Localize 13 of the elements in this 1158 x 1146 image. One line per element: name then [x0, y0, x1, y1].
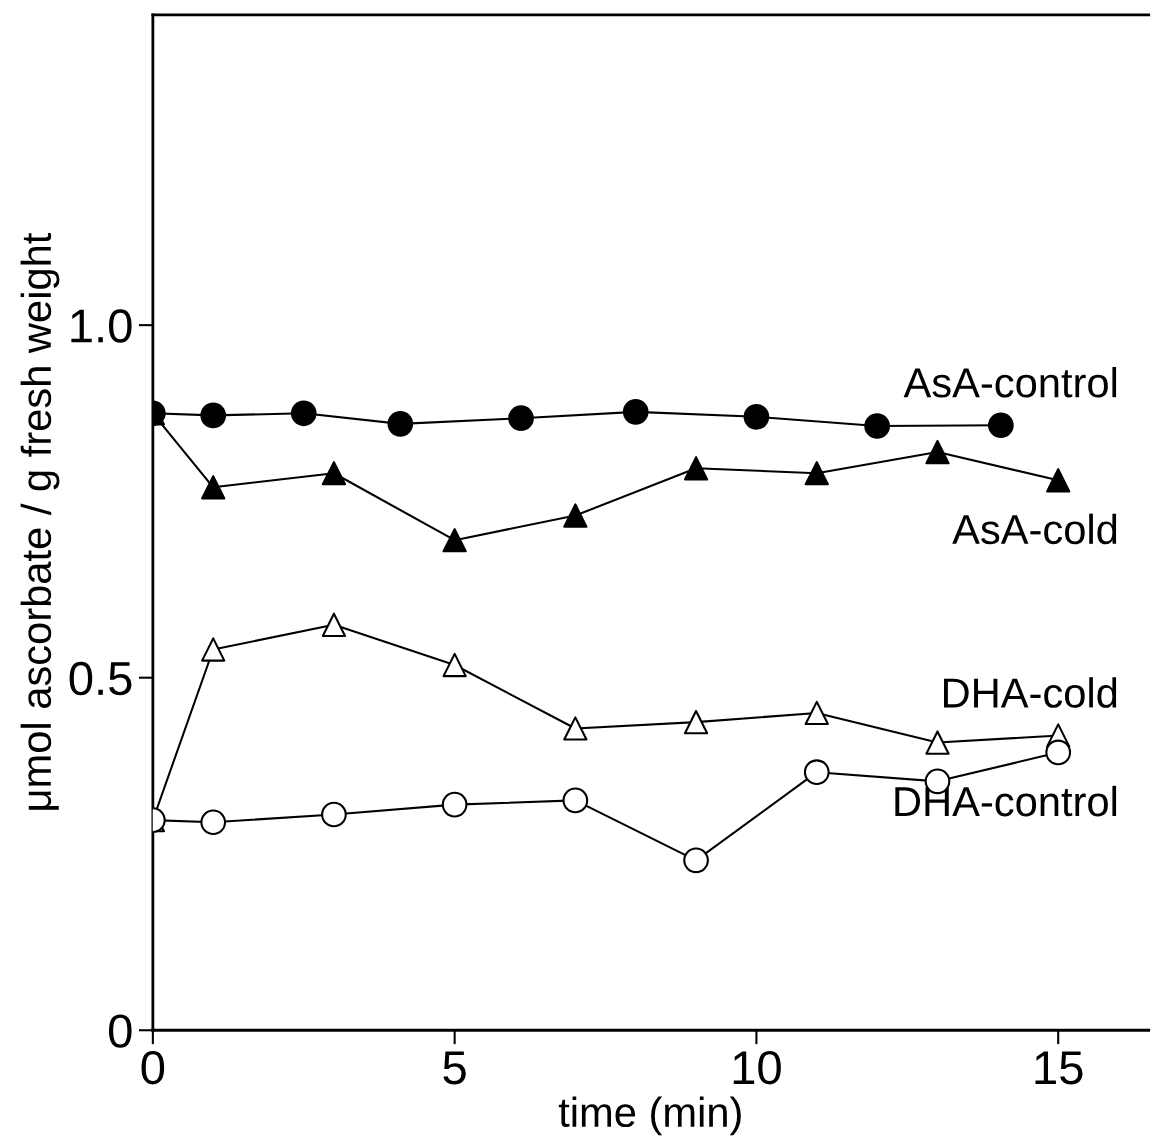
x-tick-label: 5: [443, 1051, 466, 1085]
y-tick-label: 1.0: [71, 309, 132, 343]
x-axis-title: time (min): [558, 1096, 741, 1136]
series-label: AsA-control: [903, 366, 1117, 398]
x-tick-label: 0: [141, 1050, 165, 1085]
y-tick-label: 0: [109, 1014, 132, 1048]
x-tick-label: 10: [733, 1050, 781, 1085]
series-label: DHA-control: [895, 785, 1117, 817]
y-tick-label: 0.5: [69, 661, 132, 696]
series-label: AsA-cold: [952, 513, 1117, 545]
y-axis-title: μmol ascorbate / g fresh weight: [20, 232, 60, 810]
x-tick-label: 15: [1035, 1051, 1083, 1085]
series-label: DHA-cold: [944, 677, 1117, 708]
